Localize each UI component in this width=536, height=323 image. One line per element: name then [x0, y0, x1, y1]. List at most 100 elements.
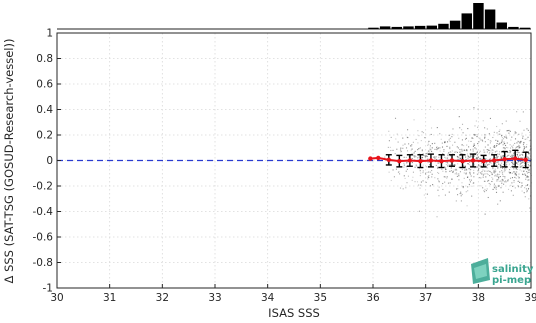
- scatter-point: [477, 170, 479, 172]
- scatter-point: [492, 149, 494, 151]
- scatter-point: [458, 158, 460, 160]
- scatter-point: [464, 161, 466, 163]
- scatter-point: [487, 149, 489, 151]
- scatter-point: [495, 186, 498, 188]
- scatter-point: [396, 133, 398, 135]
- scatter-point: [412, 171, 414, 173]
- scatter-point: [465, 134, 467, 136]
- scatter-point: [445, 161, 447, 164]
- scatter-point: [456, 173, 458, 175]
- scatter-point: [476, 157, 479, 159]
- scatter-point: [429, 147, 431, 149]
- scatter-point: [441, 168, 443, 170]
- scatter-point: [502, 160, 504, 163]
- scatter-point: [470, 179, 472, 181]
- scatter-point: [524, 196, 526, 198]
- mean-series-point: [523, 157, 528, 163]
- scatter-point: [526, 168, 528, 170]
- y-tick-label: 0.4: [36, 104, 53, 116]
- scatter-point: [527, 169, 530, 171]
- scatter-point: [524, 156, 526, 158]
- scatter-point: [500, 167, 502, 169]
- scatter-point: [405, 147, 408, 149]
- scatter-point: [431, 150, 433, 153]
- histogram-bar: [426, 25, 438, 29]
- scatter-point: [523, 192, 525, 194]
- scatter-point: [466, 169, 468, 171]
- scatter-point: [515, 177, 517, 179]
- scatter-point: [509, 172, 511, 174]
- x-tick-label: 33: [208, 292, 221, 304]
- scatter-point: [494, 162, 496, 164]
- mean-series-point: [386, 157, 391, 163]
- scatter-point: [523, 141, 525, 144]
- scatter-point: [470, 161, 472, 163]
- scatter-point: [439, 133, 441, 135]
- scatter-point: [504, 169, 506, 171]
- scatter-point: [447, 162, 449, 164]
- scatter-point: [437, 166, 439, 168]
- scatter-point: [461, 144, 463, 146]
- scatter-point: [514, 173, 516, 175]
- scatter-point: [507, 130, 509, 132]
- scatter-point: [430, 149, 432, 151]
- scatter-point: [469, 153, 471, 155]
- scatter-point: [426, 156, 428, 158]
- scatter-point: [435, 158, 438, 161]
- y-tick-label: 0.2: [36, 130, 53, 142]
- scatter-point: [467, 163, 469, 165]
- scatter-point: [486, 151, 488, 153]
- scatter-point: [450, 167, 452, 169]
- scatter-point: [445, 164, 447, 166]
- scatter-point: [459, 127, 461, 129]
- scatter-point: [509, 144, 511, 146]
- scatter-point: [502, 155, 504, 158]
- scatter-point: [414, 181, 416, 183]
- scatter-point: [528, 140, 530, 142]
- scatter-point: [494, 185, 496, 187]
- scatter-point: [457, 157, 459, 159]
- scatter-point: [496, 155, 498, 157]
- scatter-point: [506, 137, 508, 139]
- scatter-point: [473, 155, 475, 157]
- scatter-point: [483, 151, 485, 153]
- scatter-point: [527, 188, 529, 190]
- scatter-point: [488, 163, 490, 165]
- scatter-point: [446, 157, 448, 159]
- scatter-point: [515, 168, 517, 170]
- scatter-point: [469, 181, 471, 183]
- scatter-point: [446, 145, 448, 147]
- scatter-point: [428, 171, 430, 173]
- scatter-point: [465, 159, 467, 161]
- scatter-point: [410, 149, 412, 151]
- scatter-point: [492, 164, 494, 166]
- scatter-point: [449, 146, 451, 148]
- scatter-point: [425, 173, 427, 175]
- scatter-point: [522, 111, 524, 113]
- scatter-point: [526, 170, 528, 173]
- scatter-point: [404, 143, 406, 145]
- scatter-point: [524, 187, 526, 189]
- scatter-point: [498, 133, 500, 135]
- scatter-point: [512, 154, 514, 156]
- scatter-point: [449, 170, 451, 172]
- scatter-point: [495, 161, 497, 164]
- scatter-point: [502, 191, 504, 193]
- scatter-point: [479, 139, 481, 141]
- scatter-point: [465, 137, 467, 139]
- scatter-point: [482, 169, 484, 171]
- scatter-point: [421, 156, 424, 159]
- scatter-point: [499, 171, 501, 173]
- scatter-point: [475, 152, 477, 154]
- scatter-point: [421, 149, 423, 151]
- scatter-point: [452, 171, 454, 173]
- scatter-point: [485, 158, 487, 160]
- scatter-point: [502, 147, 504, 149]
- mean-series-point: [407, 158, 413, 163]
- scatter-point: [525, 178, 527, 180]
- scatter-point: [484, 141, 486, 143]
- scatter-point: [473, 133, 475, 136]
- scatter-point: [524, 138, 526, 140]
- scatter-point: [508, 163, 511, 165]
